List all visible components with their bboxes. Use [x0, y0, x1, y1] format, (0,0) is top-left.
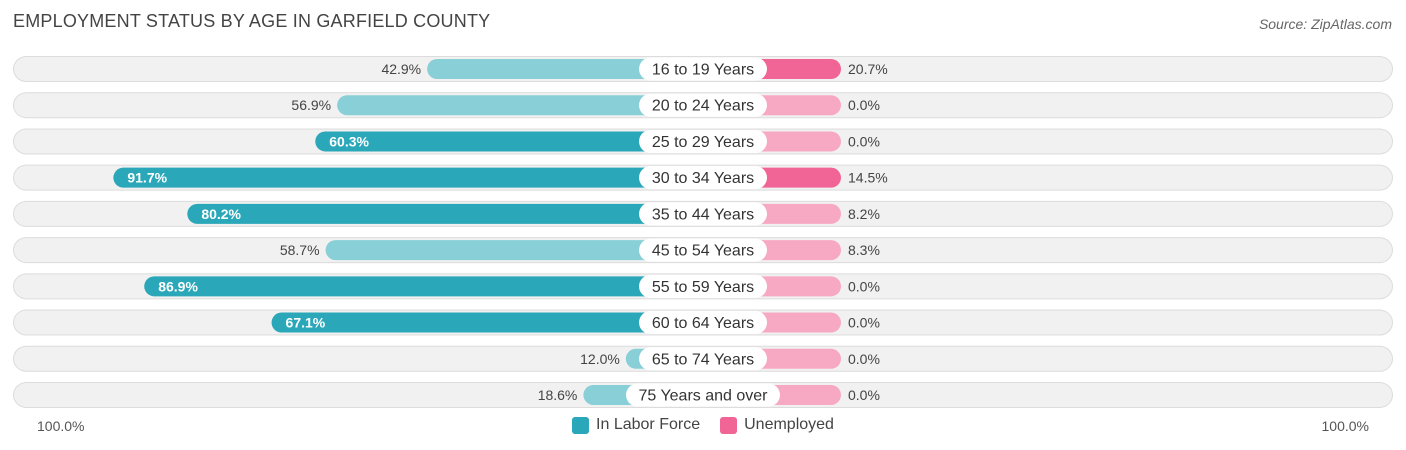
category-label-45-to-54-years: 45 to 54 Years [652, 243, 754, 260]
category-pill-65-to-74-years [639, 347, 767, 371]
value-unemployed-60-to-64-years: 0.0% [848, 315, 880, 331]
category-pill-20-to-24-years [639, 93, 767, 117]
value-labor-60-to-64-years: 67.1% [286, 315, 326, 331]
value-labor-75-years-and-over: 18.6% [538, 387, 578, 403]
category-label-35-to-44-years: 35 to 44 Years [652, 206, 754, 223]
value-labor-16-to-19-years: 42.9% [381, 61, 421, 77]
legend-item-unemployed[interactable]: Unemployed [720, 416, 834, 434]
category-label-25-to-29-years: 25 to 29 Years [652, 134, 754, 151]
bar-labor-25-to-29-years [315, 131, 703, 152]
category-label-55-to-59-years: 55 to 59 Years [652, 279, 754, 296]
axis-right-label: 100.0% [1321, 418, 1369, 434]
category-pill-25-to-29-years [639, 129, 767, 153]
value-unemployed-20-to-24-years: 0.0% [848, 97, 880, 113]
category-pill-55-to-59-years [639, 274, 767, 298]
category-label-60-to-64-years: 60 to 64 Years [652, 315, 754, 332]
value-labor-30-to-34-years: 91.7% [127, 170, 167, 186]
value-unemployed-55-to-59-years: 0.0% [848, 278, 880, 294]
category-label-30-to-34-years: 30 to 34 Years [652, 170, 754, 187]
bar-labor-20-to-24-years [337, 95, 703, 116]
legend-item-labor-force[interactable]: In Labor Force [572, 416, 700, 434]
value-labor-35-to-44-years: 80.2% [201, 206, 241, 222]
value-labor-55-to-59-years: 86.9% [158, 278, 198, 294]
category-label-16-to-19-years: 16 to 19 Years [652, 62, 754, 79]
value-unemployed-75-years-and-over: 0.0% [848, 387, 880, 403]
value-labor-20-to-24-years: 56.9% [291, 97, 331, 113]
category-pill-60-to-64-years [639, 311, 767, 335]
bar-labor-16-to-19-years [427, 59, 703, 79]
value-unemployed-45-to-54-years: 8.3% [848, 242, 880, 258]
category-pill-45-to-54-years [639, 238, 767, 262]
source-note: Source: ZipAtlas.com [1258, 16, 1392, 32]
legend-swatch-labor-force [572, 416, 590, 434]
bar-labor-60-to-64-years [271, 312, 703, 333]
bar-labor-45-to-54-years [325, 240, 703, 261]
category-label-65-to-74-years: 65 to 74 Years [652, 351, 754, 368]
category-label-75-years-and-over: 75 Years and over [639, 387, 769, 404]
value-unemployed-25-to-29-years: 0.0% [848, 133, 880, 149]
axis-left-label: 100.0% [37, 418, 85, 434]
chart-plot: 16 to 19 Years 42.9% 20.7% 20 to 24 Years 56… [13, 56, 1393, 408]
category-label-20-to-24-years: 20 to 24 Years [652, 98, 754, 115]
bar-labor-30-to-34-years [113, 167, 703, 188]
legend-swatch-unemployed [720, 416, 738, 434]
value-labor-25-to-29-years: 60.3% [329, 133, 369, 149]
category-pill-75-years-and-over [626, 383, 780, 407]
bar-labor-35-to-44-years [187, 203, 704, 224]
legend-label-unemployed: Unemployed [744, 416, 834, 433]
value-unemployed-16-to-19-years: 20.7% [848, 61, 888, 77]
bar-labor-55-to-59-years [144, 276, 703, 297]
legend-label-labor-force: In Labor Force [596, 416, 701, 433]
value-labor-65-to-74-years: 12.0% [580, 351, 620, 367]
value-labor-45-to-54-years: 58.7% [280, 242, 320, 258]
category-pill-30-to-34-years [639, 166, 767, 190]
value-unemployed-35-to-44-years: 8.2% [848, 206, 880, 222]
value-unemployed-30-to-34-years: 14.5% [848, 170, 888, 186]
value-unemployed-65-to-74-years: 0.0% [848, 351, 880, 367]
legend: In Labor Force Unemployed [0, 416, 1406, 434]
category-pill-16-to-19-years [639, 57, 767, 81]
category-pill-35-to-44-years [639, 202, 767, 226]
chart-title: EMPLOYMENT STATUS BY AGE IN GARFIELD COU… [13, 11, 491, 31]
